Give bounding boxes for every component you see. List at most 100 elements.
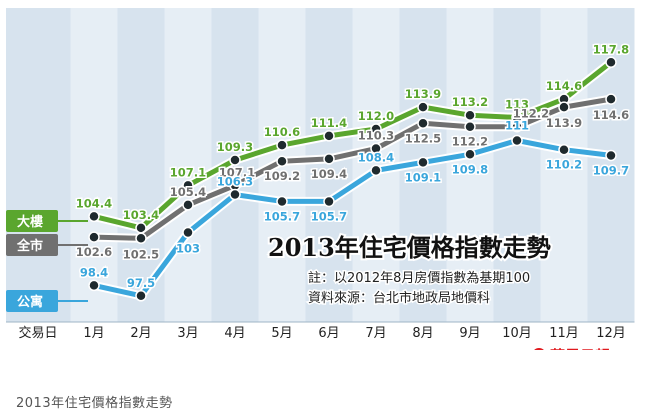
column-band xyxy=(540,8,588,322)
chart-svg: 交易日 1月 2月 3月 4月 5月 6月 7月 8月 9月 10月 11月 12月 104.4 103.4… xyxy=(6,8,635,350)
data-point xyxy=(511,120,523,133)
data-point xyxy=(511,134,523,147)
data-point xyxy=(229,154,241,166)
data-label: 105.7 xyxy=(311,209,347,223)
x-tick-label: 10月 xyxy=(502,326,532,341)
legend-label: 公寓 xyxy=(17,294,43,310)
legend-label: 全市 xyxy=(16,238,43,254)
legend-tag xyxy=(6,210,58,232)
data-label: 102.6 xyxy=(76,245,112,259)
x-tick-label: 2月 xyxy=(130,326,151,341)
x-tick-label: 11月 xyxy=(549,326,579,341)
column-band xyxy=(164,8,212,322)
data-point xyxy=(135,232,147,244)
data-label: 110.2 xyxy=(546,158,582,172)
data-point xyxy=(323,130,335,142)
data-label: 111.4 xyxy=(311,116,347,130)
data-point xyxy=(88,231,100,243)
data-point xyxy=(605,149,617,162)
data-point xyxy=(182,179,194,192)
data-label: 103.4 xyxy=(123,208,159,222)
data-point xyxy=(370,123,382,135)
data-label: 109.1 xyxy=(405,170,441,184)
data-point xyxy=(229,188,241,201)
data-point xyxy=(417,156,429,169)
data-point xyxy=(88,210,100,223)
data-label: 113.9 xyxy=(546,116,582,130)
chart-note: 資料來源：台北市地政局地價科 xyxy=(308,290,490,306)
data-point xyxy=(276,195,288,208)
data-label: 107.1 xyxy=(170,165,206,179)
x-tick-label: 1月 xyxy=(83,326,104,341)
column-band xyxy=(70,8,118,322)
data-label: 113.9 xyxy=(405,87,441,101)
column-band xyxy=(6,8,71,322)
column-band xyxy=(446,8,494,322)
data-label: 112.0 xyxy=(358,109,394,123)
series-line-公寓 xyxy=(91,138,614,299)
data-label: 110.3 xyxy=(358,129,394,143)
x-tick-label: 4月 xyxy=(224,326,245,341)
chart: 交易日 1月 2月 3月 4月 5月 6月 7月 8月 9月 10月 11月 12月 104.4 103.4… xyxy=(6,8,635,350)
data-point xyxy=(276,139,288,151)
data-label: 109.8 xyxy=(452,162,488,176)
legend-label: 大樓 xyxy=(17,214,43,230)
data-label: 107.1 xyxy=(219,165,255,179)
data-label: 113.2 xyxy=(452,95,488,109)
data-label: 106.3 xyxy=(217,175,253,189)
data-point xyxy=(558,101,570,113)
data-label: 104.4 xyxy=(76,196,112,210)
column-band xyxy=(493,8,541,322)
data-point xyxy=(323,195,335,208)
x-tick-label: 7月 xyxy=(365,326,386,341)
data-label: 110.6 xyxy=(264,125,300,139)
data-label: 109.3 xyxy=(217,140,253,154)
series-line-大樓 xyxy=(91,59,614,231)
data-label: 108.4 xyxy=(358,150,394,164)
data-point xyxy=(323,153,335,165)
data-point xyxy=(370,164,382,177)
data-label: 112.5 xyxy=(405,131,441,145)
legend-tag xyxy=(6,234,58,256)
data-point xyxy=(417,101,429,113)
data-label: 114.6 xyxy=(593,108,629,122)
legend-tag xyxy=(6,290,58,312)
apple-logo-icon xyxy=(534,348,544,350)
data-label: 97.5 xyxy=(127,276,155,290)
data-label: 109.2 xyxy=(264,169,300,183)
data-point xyxy=(276,155,288,167)
data-point xyxy=(370,142,382,155)
chart-note: 註：以2012年8月房價指數為基期100 xyxy=(308,270,530,286)
data-label: 113 xyxy=(505,98,529,112)
data-label: 102.5 xyxy=(123,247,159,261)
chart-title: 2013年住宅價格指數走勢 xyxy=(268,233,551,262)
data-label: 105.4 xyxy=(170,185,206,199)
x-tick-label: 9月 xyxy=(459,326,480,341)
x-tick-label: 8月 xyxy=(412,326,433,341)
data-point xyxy=(558,143,570,156)
x-tick-label: 3月 xyxy=(177,326,198,341)
data-point xyxy=(182,199,194,211)
figure-caption: 2013年住宅價格指數走勢 xyxy=(16,396,173,411)
data-point xyxy=(605,56,617,69)
x-tick-label: 12月 xyxy=(596,326,626,341)
data-label: 114.6 xyxy=(546,79,582,93)
data-label: 112.2 xyxy=(452,135,488,149)
series-line-全市 xyxy=(91,96,614,241)
data-label: 103 xyxy=(176,242,200,256)
data-point xyxy=(464,120,476,133)
data-point xyxy=(605,93,617,105)
x-tick-label: 5月 xyxy=(271,326,292,341)
x-tick-label: 6月 xyxy=(318,326,339,341)
data-point xyxy=(88,279,100,292)
data-point xyxy=(182,226,194,239)
logo-text: 蘋果日報 xyxy=(550,347,611,350)
column-band xyxy=(305,8,353,322)
data-label: 111 xyxy=(505,119,529,133)
data-point xyxy=(417,117,429,129)
data-label: 98.4 xyxy=(80,265,108,279)
data-label: 105.7 xyxy=(264,209,300,223)
data-label: 109.4 xyxy=(311,167,347,181)
data-point xyxy=(464,109,476,121)
data-label: 109.7 xyxy=(593,163,629,177)
